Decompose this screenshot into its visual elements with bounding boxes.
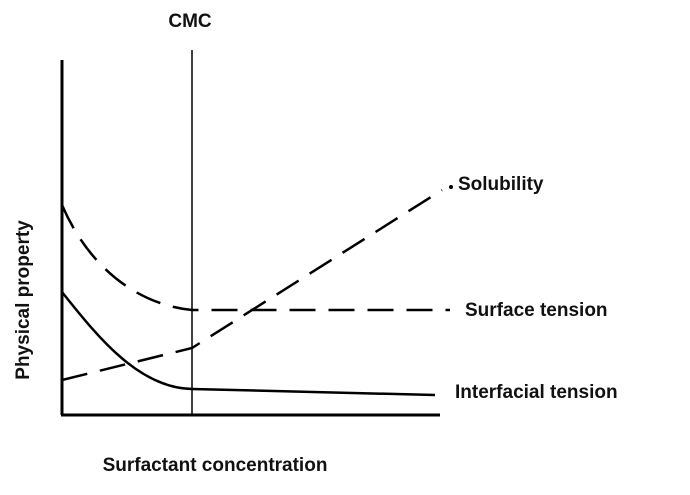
cmc-label: CMC bbox=[168, 11, 212, 32]
solubility-label: Solubility bbox=[458, 174, 544, 195]
interfacial-tension-label: Interfacial tension bbox=[455, 382, 618, 403]
interfacial-tension-curve bbox=[61, 291, 436, 397]
surface-tension-label: Surface tension bbox=[465, 300, 608, 321]
x-axis-label: Surfactant concentration bbox=[103, 455, 328, 476]
solubility-dot bbox=[449, 185, 453, 189]
surface-tension-curve bbox=[60, 204, 450, 312]
solubility-curve bbox=[61, 188, 443, 382]
y-axis-label: Physical property bbox=[13, 220, 34, 380]
